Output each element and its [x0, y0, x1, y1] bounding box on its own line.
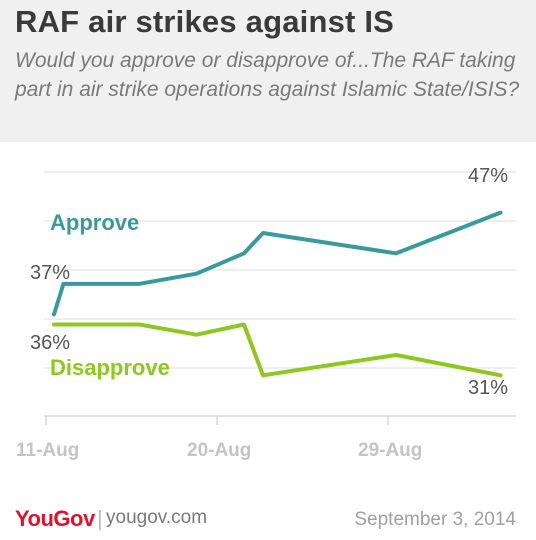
x-tick-label-2: 29-Aug: [358, 440, 422, 461]
footer-site-link[interactable]: yougov.com: [106, 507, 208, 528]
series-lines: [52, 210, 503, 378]
series-line-disapprove: [52, 322, 503, 378]
x-axis: 11-Aug 20-Aug 29-Aug: [16, 415, 516, 461]
approve-end-label: 47%: [468, 165, 508, 187]
chart-title: RAF air strikes against IS: [15, 4, 395, 39]
footer-separator: |: [97, 506, 103, 531]
approve-start-label: 37%: [30, 262, 70, 284]
x-tick-label-1: 20-Aug: [187, 440, 251, 461]
chart-subtitle: Would you approve or disapprove of...The…: [15, 49, 520, 101]
series-name-disapprove: Disapprove: [50, 355, 170, 380]
series-name-approve: Approve: [50, 210, 139, 235]
grid-lines: [44, 171, 516, 369]
yougov-logo: YouGov: [15, 506, 95, 531]
series-line-approve: [52, 210, 503, 317]
footer-date: September 3, 2014: [354, 509, 516, 530]
disapprove-end-label: 31%: [468, 377, 508, 399]
data-labels: Approve Disapprove 37% 36% 47% 31%: [30, 165, 508, 399]
chart-header: RAF air strikes against IS Would you app…: [0, 0, 536, 142]
x-tick-label-0: 11-Aug: [16, 440, 79, 461]
disapprove-start-label: 36%: [30, 332, 70, 354]
